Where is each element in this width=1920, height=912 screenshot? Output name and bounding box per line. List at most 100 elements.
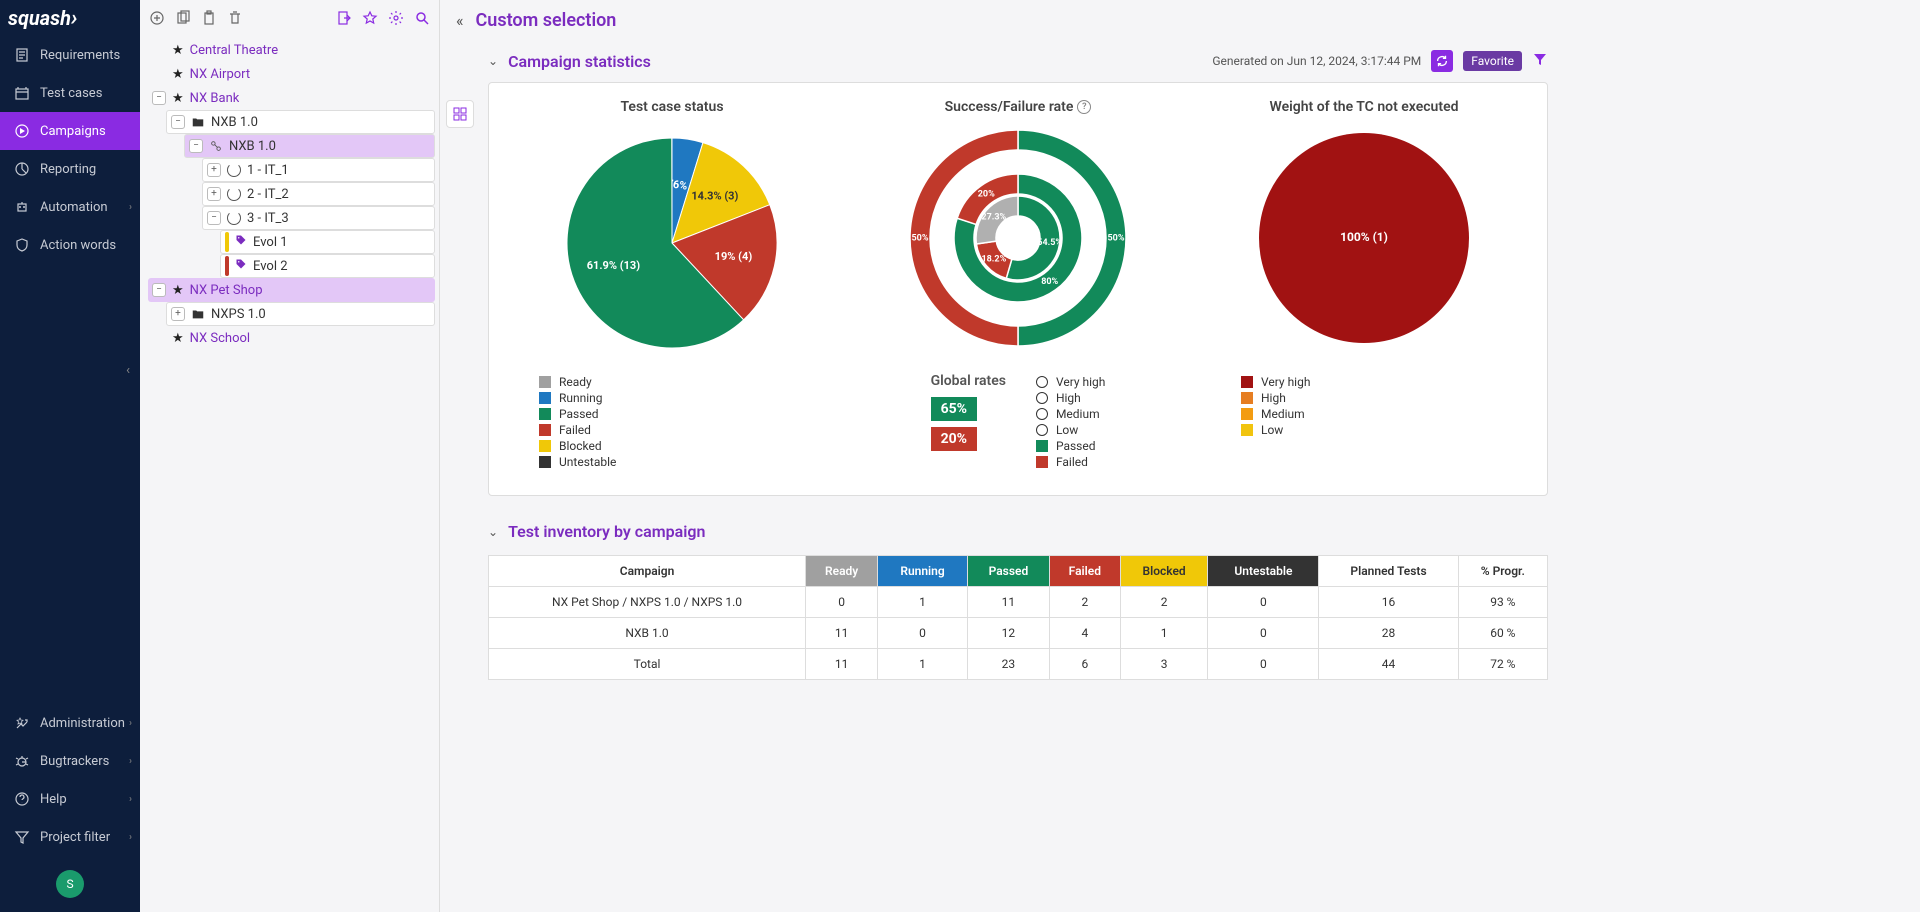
table-cell: 16 [1319, 587, 1458, 618]
nav-testcases[interactable]: Test cases [0, 74, 140, 112]
nav-reporting[interactable]: Reporting [0, 150, 140, 188]
settings-icon[interactable] [387, 9, 405, 27]
legend-item: Medium [1036, 407, 1105, 421]
svg-text:14.3% (3): 14.3% (3) [691, 190, 738, 203]
nav-bugtrackers[interactable]: Bugtrackers› [0, 742, 140, 780]
nav-requirements[interactable]: Requirements [0, 36, 140, 74]
nav-campaigns[interactable]: Campaigns [0, 112, 140, 150]
tag-icon [235, 258, 247, 274]
star-icon: ★ [172, 43, 184, 58]
section-title-inventory: Test inventory by campaign [508, 522, 705, 541]
global-fail-badge: 20% [931, 427, 977, 451]
help-icon [14, 791, 30, 807]
nav-actionwords[interactable]: Action words [0, 226, 140, 264]
tree-label: NXPS 1.0 [211, 307, 266, 322]
tree-item[interactable]: −NXB 1.0 [184, 134, 435, 158]
bugtrackers-icon [14, 753, 30, 769]
section-toggle[interactable]: ⌄ [488, 54, 498, 68]
tree-label: Evol 2 [253, 259, 288, 274]
tree-expander[interactable]: − [207, 211, 221, 225]
tree-item[interactable]: +2 - IT_2 [202, 182, 435, 206]
iteration-icon [227, 211, 241, 225]
table-cell: 4 [1049, 618, 1120, 649]
status-bar [225, 256, 229, 276]
nav-collapse-toggle[interactable]: ‹ [0, 359, 140, 382]
add-icon[interactable] [148, 9, 166, 27]
chart-title: Weight of the TC not executed [1270, 99, 1459, 115]
tree-expander[interactable]: + [207, 163, 221, 177]
tree-item[interactable]: + NXPS 1.0 [166, 302, 435, 326]
global-pass-badge: 65% [931, 397, 977, 421]
tree-expander[interactable]: + [171, 307, 185, 321]
table-cell: 28 [1319, 618, 1458, 649]
tree-suite[interactable]: Evol 2 [220, 254, 435, 278]
delete-icon[interactable] [226, 9, 244, 27]
search-icon[interactable] [413, 9, 431, 27]
tree-expander[interactable]: − [152, 283, 166, 297]
grid-view-button[interactable] [446, 100, 474, 128]
chart-success-failure: Success/Failure rate? 50%50%100%80%20%54… [855, 99, 1181, 471]
tree-item[interactable]: −NXB 1.0 [166, 110, 435, 134]
nav-projectfilter[interactable]: Project filter› [0, 818, 140, 856]
tree-item[interactable]: −★NX Bank [148, 86, 435, 110]
chart-weight-not-executed: Weight of the TC not executed 100% (1) V… [1201, 99, 1527, 471]
tree-item[interactable]: ★ Central Theatre [148, 38, 435, 62]
folder-icon [191, 115, 205, 129]
nav-help[interactable]: Help› [0, 780, 140, 818]
nav-label: Requirements [40, 48, 120, 63]
favorite-icon[interactable] [361, 9, 379, 27]
section-toggle[interactable]: ⌄ [488, 525, 498, 539]
legend-item: Passed [1036, 439, 1105, 453]
table-header: Blocked [1120, 556, 1208, 587]
table-cell: 1 [1120, 618, 1208, 649]
nav-admin[interactable]: Administration› [0, 704, 140, 742]
tree-item[interactable]: ★NX Airport [148, 62, 435, 86]
table-header: Running [878, 556, 968, 587]
paste-icon[interactable] [200, 9, 218, 27]
tree-item[interactable]: −★NX Pet Shop [148, 278, 435, 302]
info-icon[interactable]: ? [1077, 100, 1091, 114]
tree-label: 2 - IT_2 [247, 187, 289, 202]
tree-item[interactable]: − 3 - IT_3 [202, 206, 435, 230]
favorite-button[interactable]: Favorite [1463, 51, 1522, 71]
table-header: Failed [1049, 556, 1120, 587]
star-icon: ★ [172, 67, 184, 82]
user-avatar[interactable]: S [56, 870, 84, 898]
tree-label: Evol 1 [253, 235, 288, 250]
legend-item: Untestable [539, 455, 616, 469]
refresh-button[interactable] [1431, 50, 1453, 72]
tree-expander[interactable]: − [152, 91, 166, 105]
tree-expander[interactable]: + [207, 187, 221, 201]
tree-expander[interactable]: − [189, 139, 203, 153]
nav-automation[interactable]: Automation› [0, 188, 140, 226]
tree-item[interactable]: +1 - IT_1 [202, 158, 435, 182]
svg-text:20%: 20% [978, 190, 995, 200]
legend-item: Low [1036, 423, 1105, 437]
table-cell: 44 [1319, 649, 1458, 680]
svg-text:19% (4): 19% (4) [715, 250, 753, 263]
table-cell: NX Pet Shop / NXPS 1.0 / NXPS 1.0 [489, 587, 806, 618]
table-cell: Total [489, 649, 806, 680]
tree-panel: ★Central Theatre★NX Airport−★NX Bank−NXB… [140, 0, 440, 912]
tree-label: Central Theatre [190, 43, 278, 58]
legend-item: High [1036, 391, 1105, 405]
admin-icon [14, 715, 30, 731]
table-header: Untestable [1208, 556, 1319, 587]
tree-label: NX School [190, 331, 250, 346]
global-rates-title: Global rates [931, 373, 1006, 389]
back-button[interactable]: « [456, 11, 464, 30]
copy-icon[interactable] [174, 9, 192, 27]
tree-item[interactable]: ★ NX School [148, 326, 435, 350]
legend-item: High [1241, 391, 1310, 405]
export-icon[interactable] [335, 9, 353, 27]
tree-expander[interactable]: − [171, 115, 185, 129]
table-cell: 60 % [1458, 618, 1547, 649]
star-icon: ★ [172, 331, 184, 346]
tree-label: 3 - IT_3 [247, 211, 289, 226]
star-icon: ★ [172, 91, 184, 106]
folder-icon [191, 307, 205, 321]
table-header: % Progr. [1458, 556, 1547, 587]
status-bar [225, 232, 229, 252]
tree-suite[interactable]: Evol 1 [220, 230, 435, 254]
filter-button[interactable] [1532, 51, 1548, 71]
